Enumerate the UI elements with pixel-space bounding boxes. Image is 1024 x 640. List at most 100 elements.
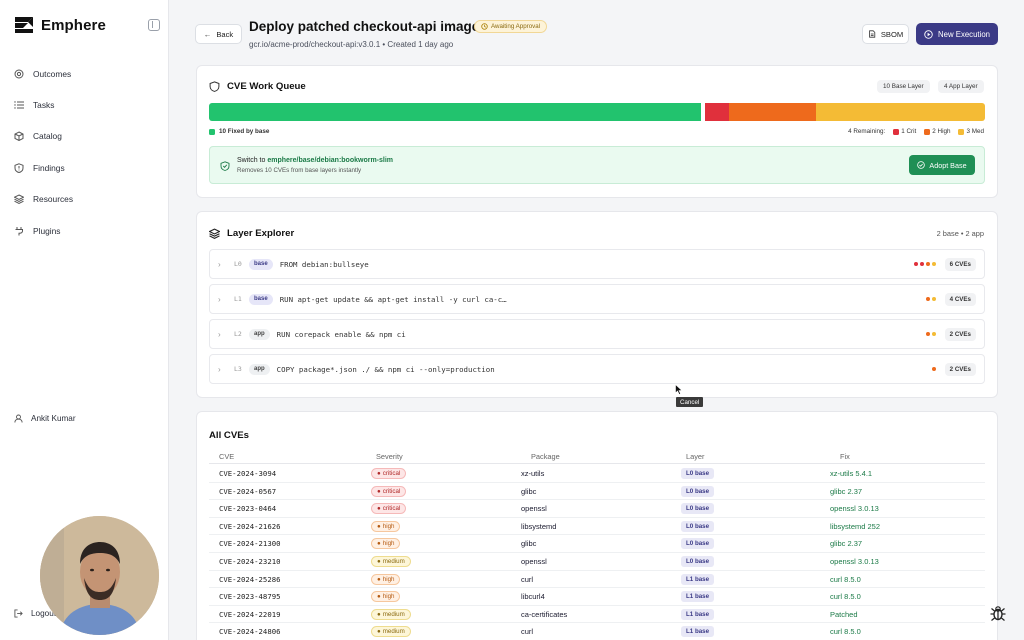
severity-dot: ● (377, 505, 381, 513)
column-header-layer[interactable]: Layer (686, 452, 705, 461)
progress-segment-high (729, 103, 817, 121)
cve-work-queue-card: CVE Work Queue 10 Base Layer 4 App Layer… (196, 65, 998, 198)
layer-row-l2[interactable]: › L2 app RUN corepack enable && npm ci 2… (209, 319, 985, 349)
clock-icon (481, 23, 488, 30)
column-header-severity[interactable]: Severity (376, 452, 403, 461)
sbom-button[interactable]: SBOM (862, 24, 909, 44)
severity-badge: ● medium (371, 626, 411, 638)
layer-badge: L1 base (681, 626, 715, 638)
sidebar-item-catalog[interactable]: Catalog (0, 121, 168, 152)
sidebar-item-findings[interactable]: Findings (0, 152, 168, 183)
fixed-legend: 10 Fixed by base (209, 128, 269, 135)
layer-badge: L1 base (681, 591, 715, 603)
sidebar-item-resources[interactable]: Resources (0, 184, 168, 215)
cve-id[interactable]: CVE-2023-48795 (219, 592, 281, 602)
layer-cve-count: 6 CVEs (944, 258, 976, 271)
app-layer-badge: 4 App Layer (938, 80, 984, 93)
layer-command: COPY package*.json ./ && npm ci --only=p… (276, 364, 495, 374)
severity-text: high (382, 540, 395, 548)
cve-work-queue-title: CVE Work Queue (209, 81, 306, 92)
layer-tag: base (249, 293, 273, 305)
document-icon (869, 30, 876, 38)
chevron-right-icon: › (218, 294, 221, 304)
sidebar-item-outcomes[interactable]: Outcomes (0, 58, 168, 89)
mouse-cursor-icon (675, 384, 683, 395)
table-row[interactable]: CVE-2024-3094 ● critical xz-utils L0 base xz-… (209, 465, 985, 483)
layer-badge: L1 base (681, 573, 715, 585)
sidebar: Emphere Outcomes Tasks Catalog Findings … (0, 0, 169, 640)
table-row[interactable]: CVE-2024-21300 ● high glibc L0 base glibc 2.3… (209, 535, 985, 553)
severity-text: critical (382, 505, 401, 513)
med-label: 3 Med (966, 128, 984, 135)
adopt-base-button[interactable]: Adopt Base (909, 155, 975, 175)
severity-dot: ● (377, 522, 381, 530)
layer-summary: 2 base • 2 app (936, 229, 984, 238)
severity-dot: ● (377, 540, 381, 548)
sidebar-collapse-icon[interactable] (148, 19, 160, 31)
user-profile[interactable]: Ankit Kumar (14, 414, 76, 423)
table-row[interactable]: CVE-2023-0464 ● critical openssl L0 base open… (209, 500, 985, 518)
user-icon (14, 414, 23, 423)
sidebar-item-plugins[interactable]: Plugins (0, 215, 168, 246)
severity-dot-medium (932, 262, 936, 266)
layer-row-l0[interactable]: › L0 base FROM debian:bullseye 6 CVEs (209, 249, 985, 279)
brand[interactable]: Emphere (13, 15, 106, 35)
cve-id[interactable]: CVE-2023-0464 (219, 504, 277, 514)
table-row[interactable]: CVE-2024-21626 ● high libsystemd L0 base libs… (209, 518, 985, 536)
shield-icon (14, 163, 24, 173)
severity-badge: ● high (371, 573, 401, 585)
fix-version: curl 8.5.0 (830, 574, 861, 584)
sidebar-item-tasks[interactable]: Tasks (0, 89, 168, 120)
cve-id[interactable]: CVE-2024-23210 (219, 557, 281, 566)
table-row[interactable]: CVE-2024-25286 ● high curl L1 base curl 8.5.0 (209, 571, 985, 589)
status-text: Awaiting Approval (491, 23, 541, 30)
table-row[interactable]: CVE-2024-24806 ● medium curl L1 base curl 8.5… (209, 623, 985, 640)
severity-dot: ● (377, 593, 381, 601)
table-row[interactable]: CVE-2024-0567 ● critical glibc L0 base glibc … (209, 483, 985, 501)
suggestion-image: emphere/base/debian:bookworm-slim (267, 157, 394, 164)
severity-dot-high (926, 332, 930, 336)
table-row[interactable]: CVE-2024-22019 ● medium ca-certificates L1 b… (209, 606, 985, 624)
severity-dot-medium (932, 297, 936, 301)
cve-id[interactable]: CVE-2024-21300 (219, 539, 281, 549)
layer-badge: L0 base (681, 485, 715, 497)
layer-explorer-title-text: Layer Explorer (227, 228, 295, 239)
cve-id[interactable]: CVE-2024-25286 (219, 574, 281, 584)
layer-tag: base (249, 258, 273, 270)
all-cves-title: All CVEs (209, 430, 249, 441)
progress-segment-critical (705, 103, 730, 121)
column-header-package[interactable]: Package (531, 452, 560, 461)
user-name: Ankit Kumar (31, 414, 76, 423)
cve-id[interactable]: CVE-2024-22019 (219, 609, 281, 619)
bug-report-icon[interactable] (988, 603, 1008, 623)
chevron-right-icon: › (218, 364, 221, 374)
layer-badge: L0 base (681, 556, 715, 567)
fix-version: glibc 2.37 (830, 539, 863, 549)
layer-row-l1[interactable]: › L1 base RUN apt-get update && apt-get … (209, 284, 985, 314)
back-button[interactable]: ← Back (195, 24, 242, 44)
severity-dot-critical (920, 262, 924, 266)
cve-id[interactable]: CVE-2024-21626 (219, 521, 281, 531)
layer-row-l3[interactable]: › L3 app COPY package*.json ./ && npm ci… (209, 354, 985, 384)
table-row[interactable]: CVE-2023-48795 ● high libcurl4 L1 base curl 8… (209, 588, 985, 606)
table-row[interactable]: CVE-2024-23210 ● medium openssl L0 base opens… (209, 553, 985, 571)
package-name: xz-utils (521, 469, 545, 478)
severity-dot-high (926, 262, 930, 266)
cve-id[interactable]: CVE-2024-3094 (219, 469, 277, 478)
fixed-swatch (209, 128, 215, 135)
severity-dot: ● (377, 628, 381, 636)
new-execution-button[interactable]: New Execution (916, 23, 998, 45)
page-title: Deploy patched checkout-api image (249, 19, 480, 34)
cve-id[interactable]: CVE-2024-0567 (219, 486, 277, 496)
logout-button[interactable]: Logout (14, 609, 56, 618)
fix-version: openssl 3.0.13 (830, 557, 879, 566)
cve-id[interactable]: CVE-2024-24806 (219, 627, 281, 637)
suggestion-prefix: Switch to (237, 157, 266, 164)
column-header-cve[interactable]: CVE (219, 452, 235, 461)
list-icon (14, 101, 24, 109)
layers-icon (209, 228, 220, 239)
layer-tag: app (249, 363, 270, 375)
fix-version: Patched (830, 609, 858, 619)
column-header-fix[interactable]: Fix (840, 452, 850, 461)
shield-icon (209, 81, 220, 92)
